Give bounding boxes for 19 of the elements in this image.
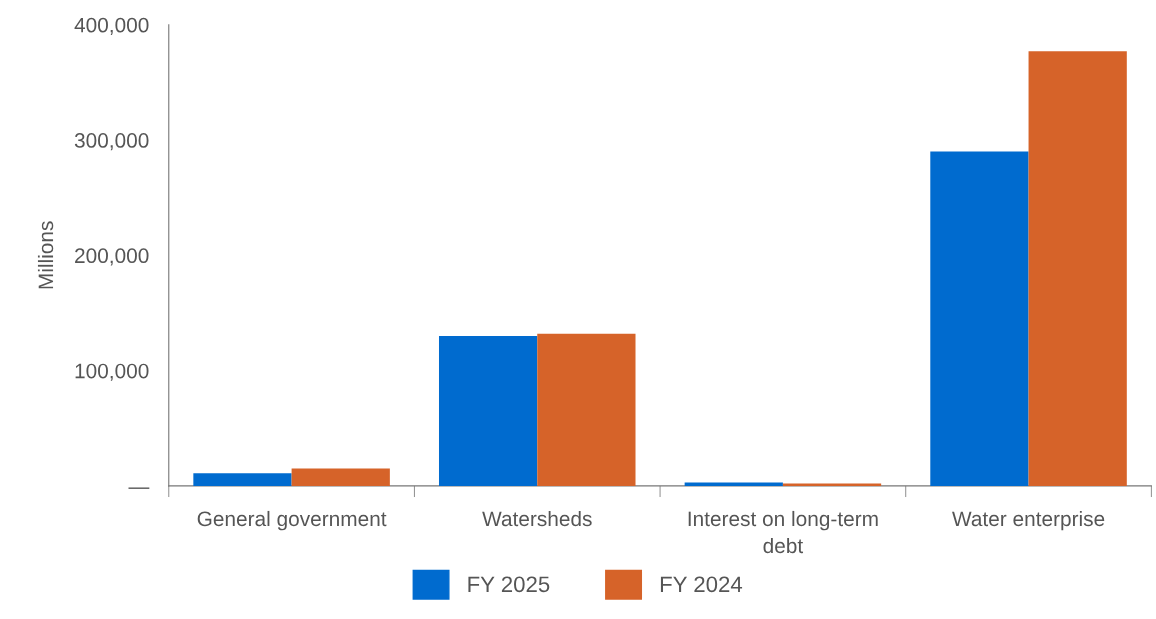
y-tick-label: 200,000 [75,248,149,266]
x-tick-label: General government [197,510,387,531]
x-tick-label: Interest on long-term debt [688,510,878,554]
x-tick-label: Watersheds [482,510,592,527]
y-tick-label: 100,000 [75,363,149,381]
y-tick-label: 400,000 [74,17,149,35]
y-tick-label: — [128,487,150,489]
y-tick-label: 300,000 [74,133,149,151]
y-axis-title: Millions [37,221,54,289]
bar [930,151,1029,486]
x-tick-label: Water enterprise [952,510,1105,531]
legend-label: FY 2025 [468,576,550,593]
bar [438,336,538,486]
bar [684,482,783,486]
bar [291,468,390,486]
bar [1028,51,1127,486]
bar [537,333,636,486]
bar [193,473,292,486]
legend-label: FY 2024 [660,576,743,593]
